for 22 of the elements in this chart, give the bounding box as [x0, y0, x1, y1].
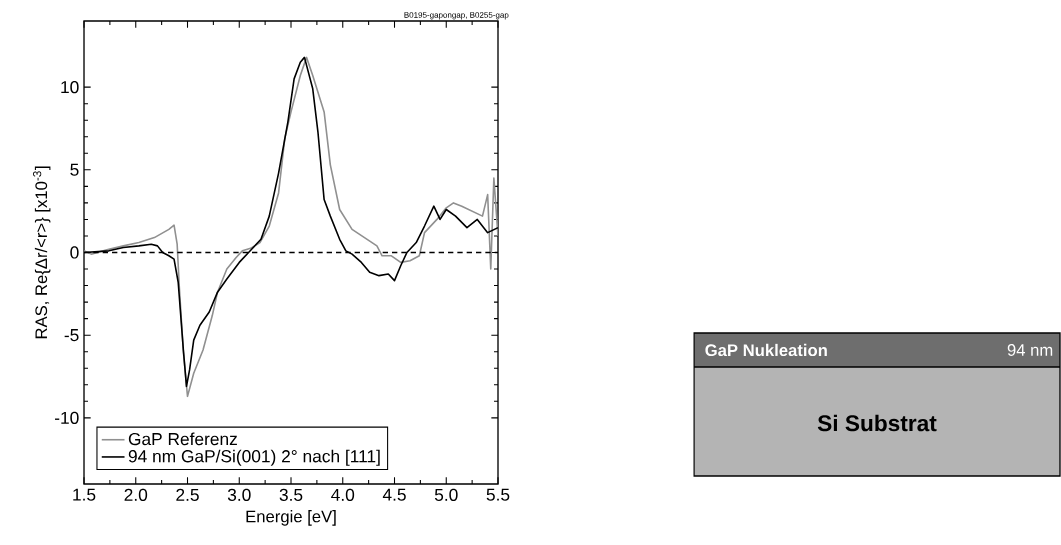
x-tick-label: 2.0 [124, 488, 148, 501]
x-tick-label: 2.5 [176, 488, 199, 501]
x-tick-label: 5.5 [486, 488, 510, 501]
x-tick-label: 3.0 [227, 488, 251, 501]
x-tick-label: 4.5 [382, 488, 406, 501]
y-tick-label: -5 [64, 329, 79, 342]
x-tick-label: 4.0 [331, 488, 355, 501]
text: B0195-gapongap, B0255-gap [404, 12, 509, 20]
text: GaP Nukleation [705, 343, 827, 357]
y-axis-title: RAS, Re{Δr/<r>} [x10$^{-3}$] [33, 166, 51, 339]
x-tick-label: 5.0 [434, 488, 458, 501]
x-tick-label: 1.5 [73, 488, 96, 501]
y-tick-label: 5 [70, 163, 79, 176]
legend-label: 94 nm GaP/Si(001) 2° nach [111] [128, 449, 380, 466]
y-tick-label: -10 [55, 411, 79, 424]
legend-label: GaP Referenz [128, 432, 237, 446]
x-axis-title: Energie [eV] [246, 510, 336, 526]
y-tick-label: 0 [70, 246, 79, 259]
y-tick-label: 10 [61, 80, 79, 94]
text: 94 nm [1007, 344, 1053, 356]
x-tick-label: 3.5 [279, 488, 303, 501]
text: Si Substrat [817, 414, 937, 432]
